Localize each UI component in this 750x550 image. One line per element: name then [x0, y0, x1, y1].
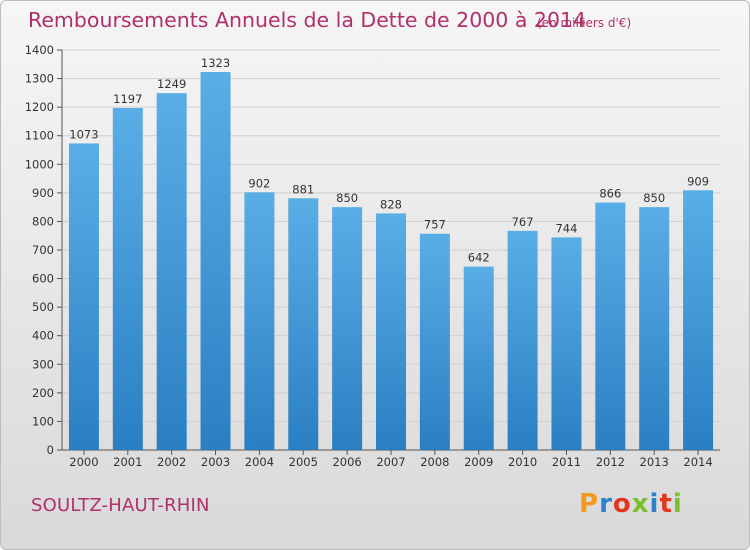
x-tick-label: 2008: [420, 455, 449, 469]
y-tick-label: 1400: [25, 43, 54, 57]
value-label-2012: 866: [599, 187, 621, 201]
y-tick-label: 0: [47, 443, 54, 457]
x-tick-label: 2005: [289, 455, 318, 469]
y-tick-label: 400: [32, 329, 54, 343]
value-label-2007: 828: [380, 197, 402, 211]
y-tick-label: 100: [32, 414, 54, 428]
x-tick-label: 2002: [157, 455, 186, 469]
chart-title: Remboursements Annuels de la Dette de 20…: [28, 8, 587, 32]
value-label-2006: 850: [336, 191, 358, 205]
value-label-2001: 1197: [113, 92, 142, 106]
x-tick-label: 2013: [640, 455, 669, 469]
bar-2012: [595, 202, 626, 450]
y-tick-label: 900: [32, 186, 54, 200]
y-tick-label: 1000: [25, 157, 54, 171]
x-tick-label: 2014: [683, 455, 712, 469]
x-tick-label: 2009: [464, 455, 493, 469]
x-tick-label: 2011: [552, 455, 581, 469]
bar-2011: [551, 237, 582, 450]
value-label-2003: 1323: [201, 56, 230, 70]
value-label-2010: 767: [512, 215, 534, 229]
bar-2007: [376, 213, 406, 450]
proxiti-logo: Proxiti: [579, 489, 683, 519]
bar-2006: [332, 207, 363, 450]
x-tick-label: 2003: [201, 455, 230, 469]
bar-2001: [112, 108, 143, 450]
x-tick-label: 2012: [596, 455, 625, 469]
value-label-2013: 850: [643, 191, 665, 205]
x-tick-label: 2000: [69, 455, 98, 469]
bar-2003: [200, 72, 231, 450]
value-label-2004: 902: [248, 176, 270, 190]
x-tick-label: 2006: [332, 455, 361, 469]
value-label-2005: 881: [292, 182, 314, 196]
value-label-2014: 909: [687, 174, 709, 188]
bar-2014: [683, 190, 714, 451]
bar-2010: [507, 230, 538, 450]
y-tick-label: 1100: [25, 129, 54, 143]
bar-2013: [639, 207, 670, 450]
bar-2008: [419, 233, 450, 450]
y-tick-label: 700: [32, 243, 54, 257]
value-label-2008: 757: [424, 218, 446, 232]
bar-2002: [156, 93, 187, 451]
y-tick-label: 600: [32, 272, 54, 286]
value-label-2011: 744: [555, 221, 577, 235]
bar-2000: [68, 143, 99, 450]
bars: [68, 72, 714, 451]
commune-name: SOULTZ-HAUT-RHIN: [31, 495, 210, 516]
y-tick-label: 300: [32, 357, 54, 371]
x-tick-label: 2010: [508, 455, 537, 469]
x-tick-label: 2007: [376, 455, 405, 469]
x-tick-label: 2001: [113, 455, 142, 469]
x-tick-label: 2004: [245, 455, 274, 469]
chart-subtitle: (en milliers d'€): [537, 16, 632, 30]
y-tick-label: 200: [32, 386, 54, 400]
bar-2005: [288, 198, 319, 450]
y-tick-label: 500: [32, 300, 54, 314]
value-label-2002: 1249: [157, 77, 186, 91]
value-label-2000: 1073: [69, 127, 98, 141]
y-tick-label: 1300: [25, 72, 54, 86]
data-labels: 1073 1197 1249 1323 902 881 850 828 757 642 767 744…: [69, 56, 709, 265]
bar-2009: [463, 266, 494, 450]
value-label-2009: 642: [468, 251, 490, 265]
y-tick-label: 1200: [25, 100, 54, 114]
y-tick-label: 800: [32, 214, 54, 228]
bar-2004: [244, 192, 275, 451]
